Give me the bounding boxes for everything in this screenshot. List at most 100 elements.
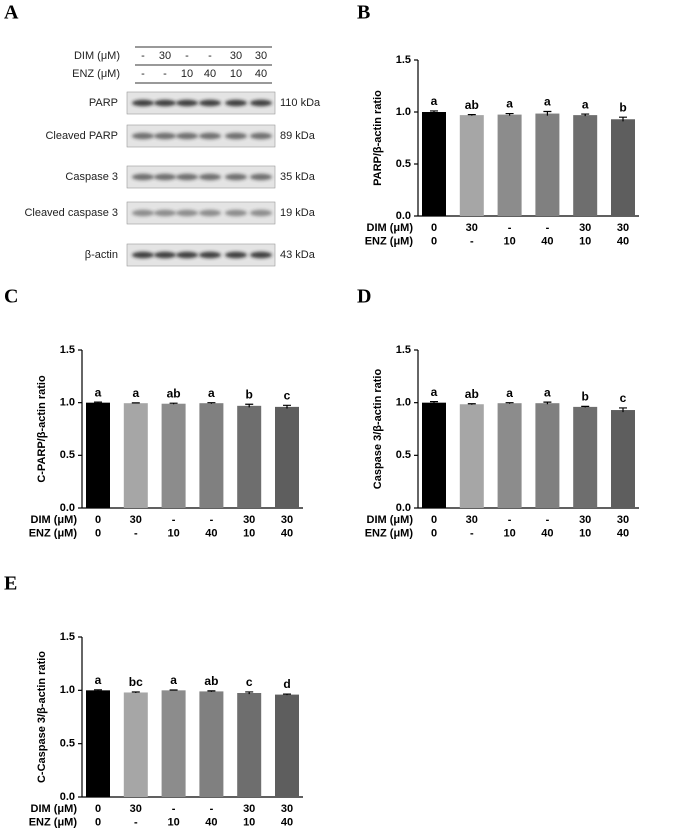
y-tick-label: 1.0	[60, 684, 75, 696]
error-bar	[543, 401, 552, 405]
error-bar	[505, 402, 514, 404]
category-label: 10	[579, 235, 591, 247]
blot-band	[225, 209, 247, 217]
band-size: 43 kDa	[280, 249, 316, 261]
category-label: 0	[95, 527, 101, 539]
blot-band	[154, 132, 176, 140]
significance-letter: ab	[167, 386, 181, 400]
band-name: Cleaved PARP	[45, 130, 118, 142]
panel-letter: E	[4, 573, 17, 595]
y-tick-label: 1.5	[60, 344, 75, 356]
category-label: -	[210, 514, 214, 526]
bar	[275, 406, 299, 508]
category-label: -	[508, 222, 512, 234]
significance-letter: a	[95, 673, 102, 687]
condition-value: -	[141, 50, 145, 62]
bar	[535, 403, 560, 508]
category-label: 10	[579, 527, 591, 539]
panel-letter: A	[4, 2, 19, 24]
condition-value: 40	[204, 68, 216, 80]
significance-letter: a	[431, 385, 438, 399]
blot-band	[225, 173, 247, 181]
category-label: 40	[281, 816, 293, 828]
error-bar	[245, 691, 254, 695]
category-label: 10	[503, 527, 515, 539]
bar	[535, 113, 560, 216]
category-label: 10	[167, 816, 179, 828]
y-tick-label: 0.0	[396, 210, 411, 222]
y-axis-label: C-Caspase 3/β-actin ratio	[36, 651, 48, 783]
condition-value: 30	[255, 50, 267, 62]
y-tick-label: 1.5	[60, 631, 75, 643]
band-size: 35 kDa	[280, 171, 316, 183]
condition-value: -	[141, 68, 145, 80]
category-label: -	[172, 803, 176, 815]
category-label: 30	[617, 514, 629, 526]
error-bar	[94, 401, 102, 404]
category-label: 40	[281, 527, 293, 539]
significance-letter: a	[544, 95, 551, 109]
y-tick-label: 0.5	[396, 449, 411, 461]
category-label: -	[172, 514, 176, 526]
category-label: 40	[205, 816, 217, 828]
category-label: 40	[617, 527, 629, 539]
significance-letter: c	[284, 388, 291, 402]
bar	[573, 406, 598, 508]
category-label: -	[546, 514, 550, 526]
significance-letter: a	[431, 94, 438, 108]
category-label: 40	[205, 527, 217, 539]
category-label: 30	[243, 803, 255, 815]
bar	[422, 112, 446, 216]
blot-band	[225, 251, 247, 259]
bar	[422, 402, 446, 508]
blot-band	[199, 132, 221, 140]
category-label: 30	[617, 222, 629, 234]
error-bar	[505, 112, 514, 116]
y-tick-label: 1.5	[396, 344, 411, 356]
category-label: 30	[130, 803, 142, 815]
band-name: Caspase 3	[65, 171, 118, 183]
bar	[573, 115, 598, 216]
category-label: 30	[466, 222, 478, 234]
y-tick-label: 1.0	[396, 106, 411, 118]
error-bar	[619, 407, 627, 413]
category-label: 10	[503, 235, 515, 247]
category-label: 0	[431, 527, 437, 539]
blot-band	[250, 99, 272, 107]
error-bar	[169, 402, 178, 405]
blot-band	[199, 209, 221, 217]
category-label: 30	[243, 514, 255, 526]
category-label: -	[210, 803, 214, 815]
blot-band	[250, 209, 272, 217]
category-label: 0	[431, 222, 437, 234]
bar	[86, 402, 110, 508]
blot-band	[154, 209, 176, 217]
category-label: 40	[541, 235, 553, 247]
category-label: 0	[95, 816, 101, 828]
category-row-label: ENZ (μM)	[29, 527, 78, 539]
blot-band	[132, 99, 154, 107]
bar	[237, 405, 262, 508]
category-label: -	[546, 222, 550, 234]
bar	[497, 114, 522, 216]
error-bar	[207, 402, 216, 404]
error-bar	[430, 110, 438, 114]
error-bar	[283, 404, 291, 409]
error-bar	[207, 690, 216, 692]
y-tick-label: 0.0	[396, 502, 411, 514]
category-label: 30	[281, 803, 293, 815]
blot-band	[132, 173, 154, 181]
error-bar	[245, 403, 254, 408]
error-bar	[131, 691, 140, 693]
blot-band	[250, 173, 272, 181]
blot-band	[225, 99, 247, 107]
blot-band	[154, 99, 176, 107]
y-tick-label: 0.5	[60, 738, 75, 750]
bar	[611, 119, 635, 216]
blot-band	[176, 209, 198, 217]
blot-band	[176, 132, 198, 140]
blot-band	[132, 251, 154, 259]
category-label: 30	[130, 514, 142, 526]
significance-letter: ab	[465, 387, 479, 401]
